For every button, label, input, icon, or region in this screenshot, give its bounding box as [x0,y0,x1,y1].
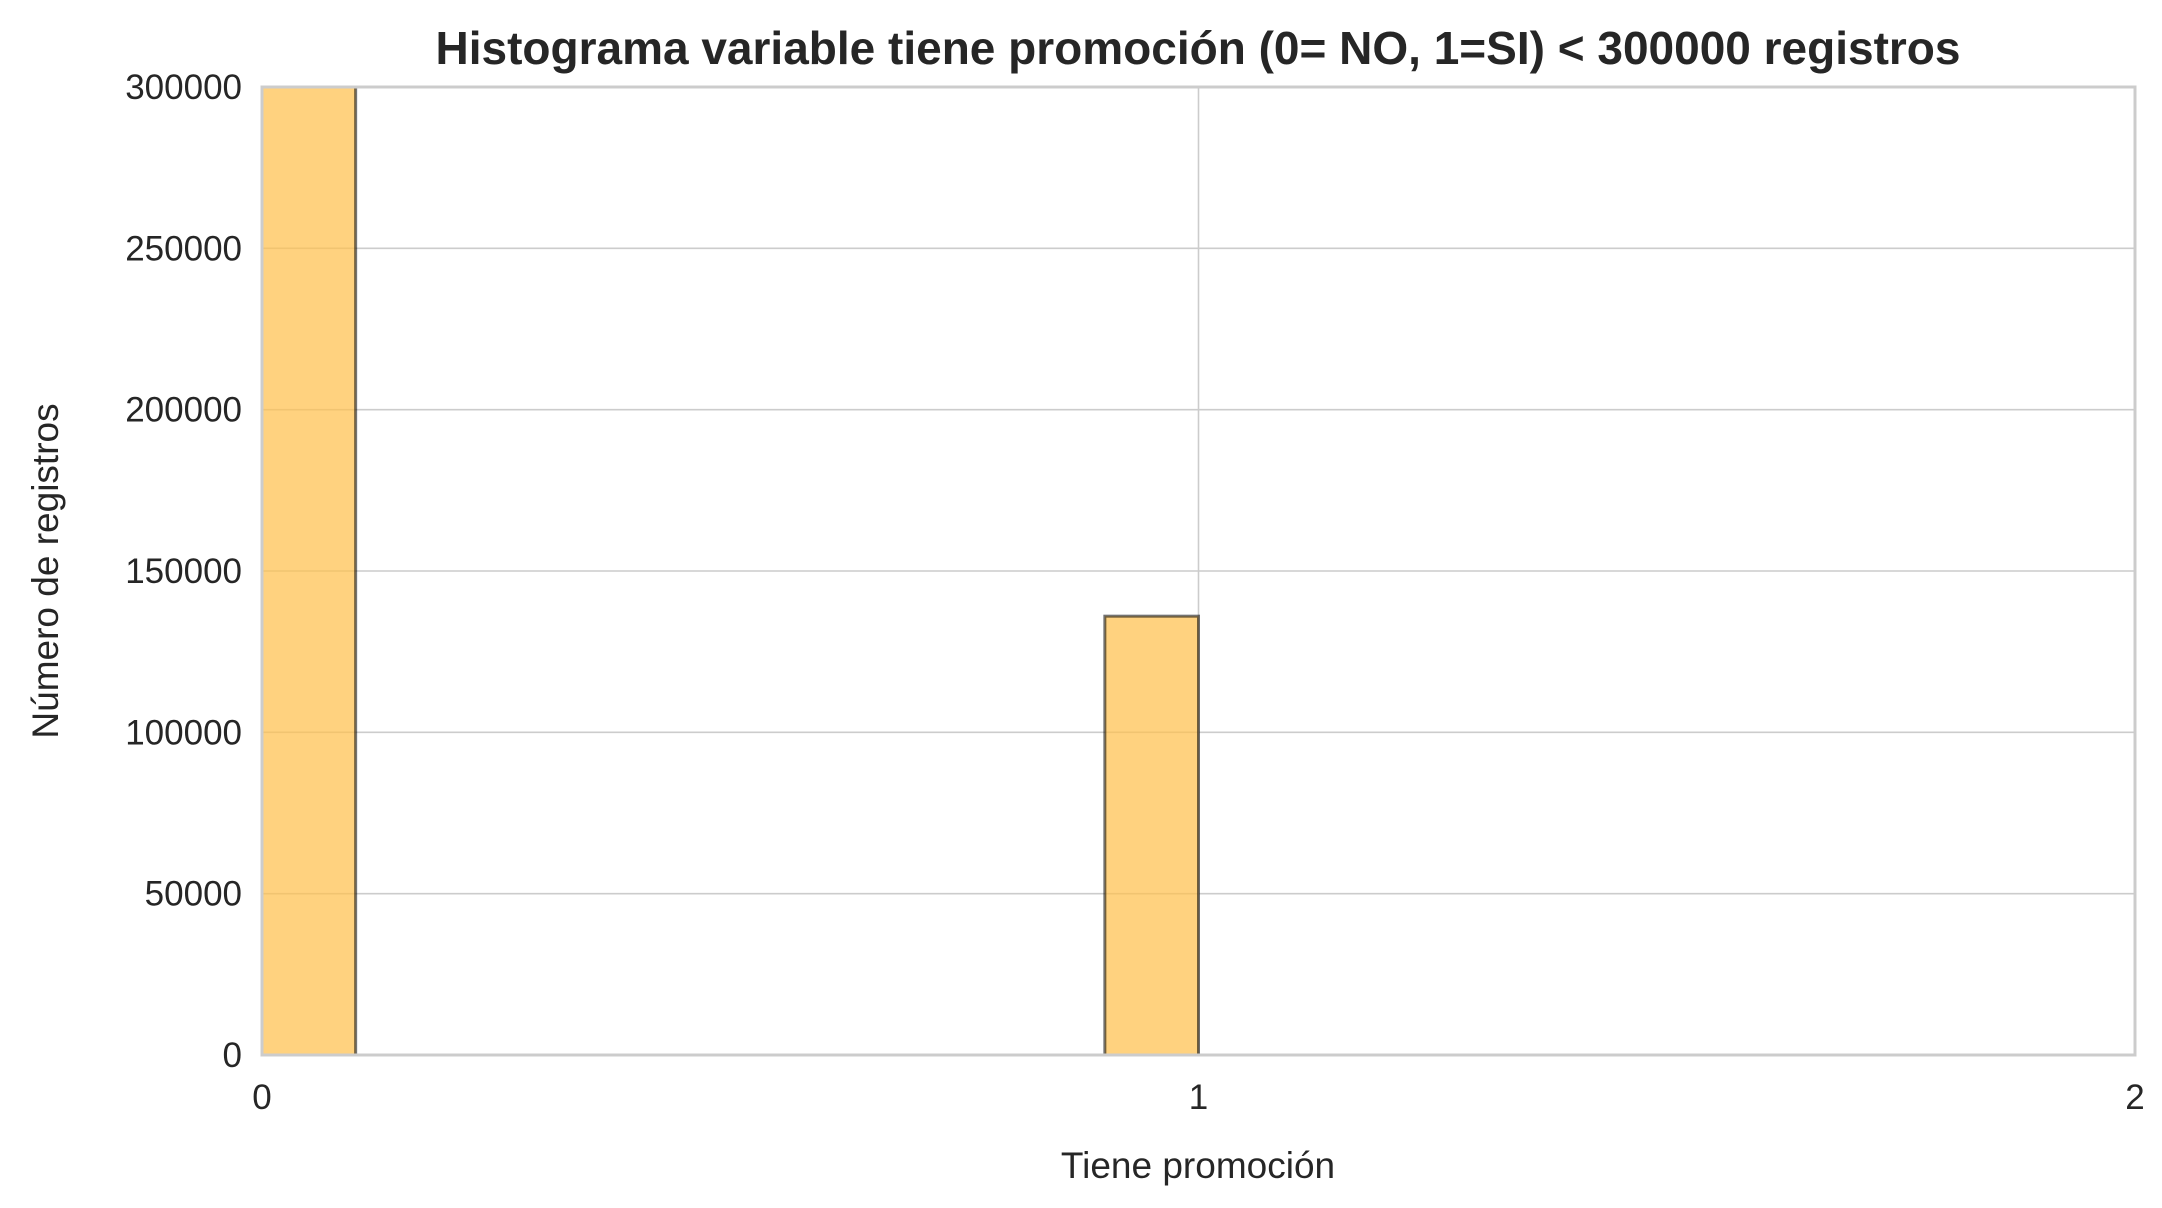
x-tick-label: 1 [1189,1078,1208,1117]
y-tick-label: 300000 [125,68,242,107]
y-tick-label: 250000 [125,229,242,268]
histogram-bar [1103,614,1200,1057]
x-tick-label: 0 [252,1078,271,1117]
y-tick-label: 100000 [125,713,242,752]
tick-labels: 0 50000 100000 150000 200000 250000 300000 0 1 2 [125,68,2145,1117]
histogram-bar [260,85,358,1057]
y-tick-label: 50000 [145,875,242,914]
y-tick-label: 0 [223,1036,242,1075]
y-tick-label: 200000 [125,391,242,430]
chart-title: Histograma variable tiene promoción (0= … [436,22,1961,74]
x-tick-label: 2 [2125,1078,2144,1117]
plot-frame [260,85,2137,1057]
y-axis-label: Número de registros [25,403,66,738]
y-tick-label: 150000 [125,552,242,591]
x-axis-label: Tiene promoción [1061,1145,1335,1186]
